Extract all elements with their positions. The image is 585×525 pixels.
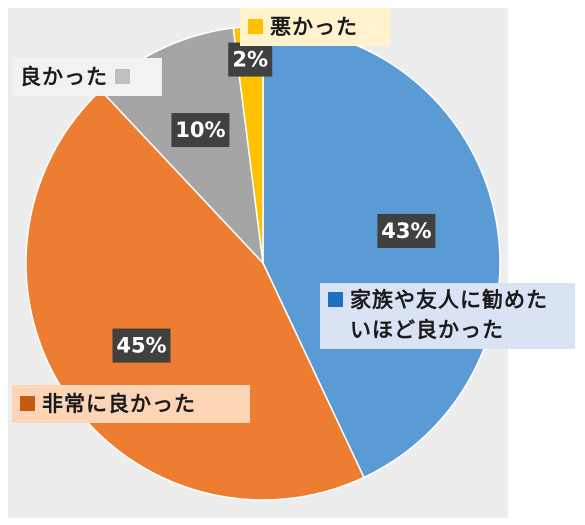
percent-label-text: 2% xyxy=(232,48,268,72)
category-label-text: 非常に良かった xyxy=(42,392,196,416)
legend-swatch-good xyxy=(115,69,130,84)
category-label-good: 良かった xyxy=(12,58,162,96)
percent-label-bg xyxy=(112,328,171,363)
category-label-text: 悪かった xyxy=(270,15,358,39)
pie-slices xyxy=(25,25,501,501)
legend-swatch-recommend xyxy=(328,292,343,307)
percent-labels: 43% 45% 10% 2% xyxy=(112,42,436,363)
percent-label-recommend: 43% xyxy=(377,213,436,248)
category-label-text: 家族や友人に勧めたいほど良かった xyxy=(350,288,548,342)
percent-label-text: 43% xyxy=(381,219,431,243)
percent-label-bad: 2% xyxy=(228,42,273,77)
percent-label-bg xyxy=(171,113,230,148)
category-label-text: 良かった xyxy=(20,65,108,89)
percent-label-text: 10% xyxy=(175,118,225,142)
percent-label-very-good: 45% xyxy=(112,328,171,363)
percent-label-bg xyxy=(228,42,273,77)
legend-swatch-very-good xyxy=(20,396,35,411)
percent-label-good: 10% xyxy=(171,113,230,148)
category-label-recommend: 家族や友人に勧めたいほど良かった xyxy=(320,283,575,349)
legend-swatch-bad xyxy=(248,19,263,34)
percent-label-bg xyxy=(377,213,436,248)
percent-label-text: 45% xyxy=(116,334,166,358)
category-label-very-good: 非常に良かった xyxy=(12,385,250,423)
category-label-bad: 悪かった xyxy=(240,8,390,46)
